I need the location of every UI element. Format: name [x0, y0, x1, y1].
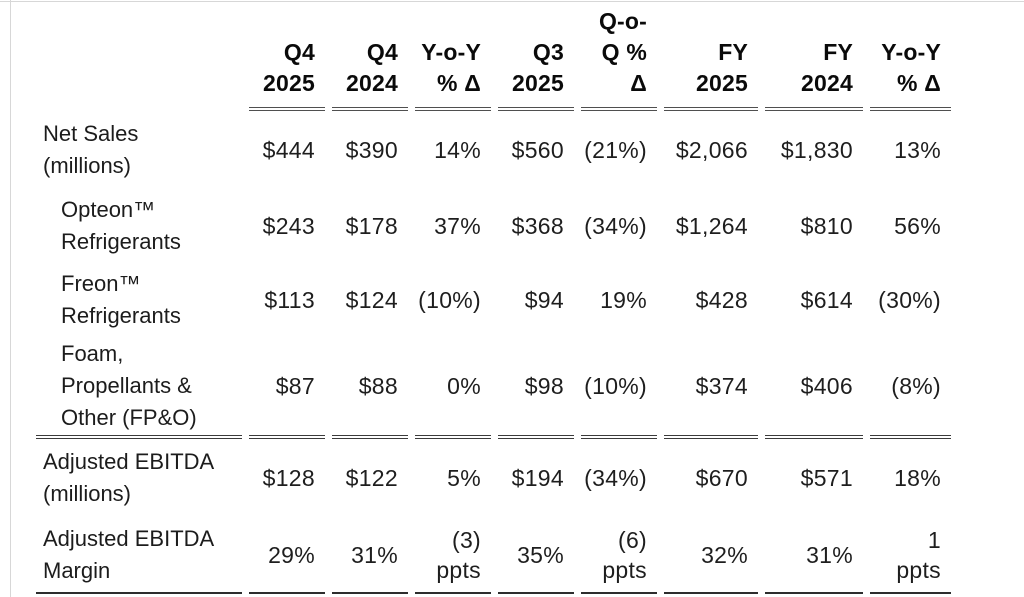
cell-freon-q3-2025: $94	[524, 287, 564, 313]
cell-fpo-yoy-qtr: 0%	[415, 337, 491, 439]
cell-ebitda-q4-2024: $122	[345, 465, 398, 491]
page-left-border	[10, 0, 11, 597]
cell-opteon-fy-2025: $1,264	[675, 213, 748, 239]
row-label-opteon-refrigerants: Opteon™ Refrigerants	[61, 197, 181, 254]
row-net-sales: Net Sales (millions) $444 $390 14% $560 …	[36, 111, 951, 189]
cell-opteon-yoy-fy: 56%	[894, 213, 941, 239]
cell-opteon-fy-2024: $810	[800, 213, 853, 239]
col-header-yoy-fy: Y-o-Y % Δ	[870, 6, 951, 111]
cell-margin-q4-2025: 29%	[249, 517, 325, 594]
row-adjusted-ebitda: Adjusted EBITDA (millions) $128 $122 5% …	[36, 439, 951, 517]
cell-ebitda-fy-2024: $571	[800, 465, 853, 491]
cell-margin-fy-2024: 31%	[765, 517, 863, 594]
cell-net-sales-qoq: (21%)	[584, 137, 647, 163]
row-label-adjusted-ebitda-margin: Adjusted EBITDA Margin	[36, 517, 242, 594]
cell-freon-fy-2025: $428	[695, 287, 748, 313]
row-foam-propellants-other: Foam, Propellants & Other (FP&O) $87 $88…	[36, 337, 951, 439]
cell-fpo-fy-2024: $406	[765, 337, 863, 439]
header-row: Q4 2025 Q4 2024 Y-o-Y % Δ Q3 2025 Q-o- Q…	[36, 6, 951, 111]
cell-fpo-q4-2025: $87	[249, 337, 325, 439]
cell-net-sales-q3-2025: $560	[511, 137, 564, 163]
row-adjusted-ebitda-margin: Adjusted EBITDA Margin 29% 31% (3) ppts …	[36, 517, 951, 594]
cell-fpo-q4-2024: $88	[332, 337, 408, 439]
financial-results-table: Q4 2025 Q4 2024 Y-o-Y % Δ Q3 2025 Q-o- Q…	[29, 6, 958, 594]
cell-ebitda-yoy-fy: 18%	[894, 465, 941, 491]
cell-ebitda-q3-2025: $194	[511, 465, 564, 491]
cell-margin-fy-2025: 32%	[664, 517, 758, 594]
row-label-freon-refrigerants: Freon™ Refrigerants	[61, 271, 181, 328]
cell-margin-q4-2024: 31%	[332, 517, 408, 594]
cell-ebitda-qoq: (34%)	[584, 465, 647, 491]
row-label-foam-propellants-other: Foam, Propellants & Other (FP&O)	[36, 337, 242, 439]
cell-fpo-yoy-fy: (8%)	[870, 337, 951, 439]
cell-opteon-qoq: (34%)	[584, 213, 647, 239]
cell-fpo-qoq: (10%)	[581, 337, 657, 439]
cell-ebitda-fy-2025: $670	[695, 465, 748, 491]
cell-freon-yoy-qtr: (10%)	[418, 287, 481, 313]
cell-opteon-q4-2024: $178	[345, 213, 398, 239]
cell-net-sales-yoy-qtr: 14%	[434, 137, 481, 163]
cell-net-sales-fy-2024: $1,830	[780, 137, 853, 163]
cell-fpo-fy-2025: $374	[664, 337, 758, 439]
cell-freon-q4-2024: $124	[345, 287, 398, 313]
cell-freon-q4-2025: $113	[264, 287, 315, 313]
cell-ebitda-yoy-qtr: 5%	[447, 465, 481, 491]
cell-freon-fy-2024: $614	[800, 287, 853, 313]
row-label-net-sales: Net Sales (millions)	[43, 121, 139, 178]
cell-freon-yoy-fy: (30%)	[878, 287, 941, 313]
cell-net-sales-q4-2025: $444	[262, 137, 315, 163]
row-freon-refrigerants: Freon™ Refrigerants $113 $124 (10%) $94 …	[36, 263, 951, 337]
cell-opteon-yoy-qtr: 37%	[434, 213, 481, 239]
cell-margin-yoy-qtr: (3) ppts	[415, 517, 491, 594]
cell-margin-qoq: (6) ppts	[581, 517, 657, 594]
col-header-q4-2024: Q4 2024	[332, 6, 408, 111]
cell-net-sales-yoy-fy: 13%	[894, 137, 941, 163]
col-header-q3-2025: Q3 2025	[498, 6, 574, 111]
cell-margin-yoy-fy: 1 ppts	[870, 517, 951, 594]
corner-spacer	[36, 6, 242, 111]
row-opteon-refrigerants: Opteon™ Refrigerants $243 $178 37% $368 …	[36, 189, 951, 263]
col-header-fy-2024: FY 2024	[765, 6, 863, 111]
cell-margin-q3-2025: 35%	[498, 517, 574, 594]
cell-net-sales-q4-2024: $390	[345, 137, 398, 163]
cell-fpo-q3-2025: $98	[498, 337, 574, 439]
col-header-q4-2025: Q4 2025	[249, 6, 325, 111]
cell-opteon-q3-2025: $368	[511, 213, 564, 239]
col-header-fy-2025: FY 2025	[664, 6, 758, 111]
cell-ebitda-q4-2025: $128	[262, 465, 315, 491]
cell-freon-qoq: 19%	[600, 287, 647, 313]
cell-opteon-q4-2025: $243	[262, 213, 315, 239]
row-label-adjusted-ebitda: Adjusted EBITDA (millions)	[43, 449, 215, 506]
col-header-qoq: Q-o- Q % Δ	[581, 6, 657, 111]
cell-net-sales-fy-2025: $2,066	[675, 137, 748, 163]
col-header-yoy-qtr: Y-o-Y % Δ	[415, 6, 491, 111]
page-top-border	[0, 1, 1024, 2]
